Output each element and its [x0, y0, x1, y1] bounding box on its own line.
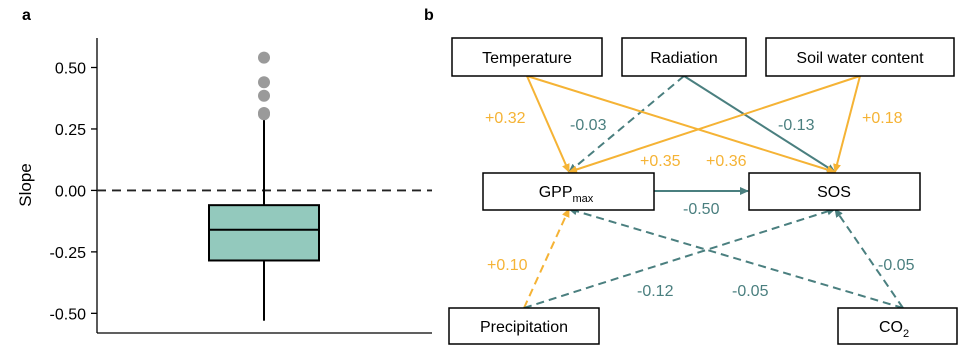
- edge-label-temperature-gpp: +0.32: [485, 110, 526, 127]
- edge-soil-water-to-sos: [833, 75, 861, 173]
- node-co2-label: CO2: [879, 319, 909, 340]
- node-precipitation: Precipitation: [448, 307, 600, 345]
- outlier-point: [258, 51, 270, 64]
- panel-b-label: b: [424, 7, 434, 24]
- node-precipitation-label: Precipitation: [480, 319, 568, 336]
- edge-co2-to-sos: [834, 208, 904, 309]
- edge-precipitation-to-sos: [523, 207, 836, 309]
- node-temperature-label: Temperature: [482, 50, 572, 67]
- edge-soil-water-to-gpp: [568, 75, 861, 174]
- edge-label-soil-water-gpp: +0.35: [640, 153, 681, 170]
- y-tick-label: 0.25: [55, 122, 86, 139]
- edge-label-precipitation-gpp: +0.10: [487, 257, 528, 274]
- outlier-point: [258, 76, 270, 89]
- gpp-subscript-text: max: [573, 193, 594, 205]
- node-soil-water-content: Soil water content: [765, 37, 955, 77]
- node-co2: CO2: [837, 307, 958, 345]
- node-gpp-max: GPPmax: [482, 172, 655, 211]
- y-axis-label: Slope: [16, 163, 35, 206]
- y-tick-label: 0.50: [55, 61, 86, 78]
- gpp-main-text: GPP: [539, 184, 573, 201]
- edge-label-co2-gpp: -0.05: [732, 283, 769, 300]
- edge-label-co2-sos: -0.05: [878, 257, 915, 274]
- edge-temperature-to-gpp: [526, 75, 570, 173]
- node-temperature: Temperature: [451, 37, 603, 77]
- panel-a-label: a: [22, 7, 31, 24]
- edge-co2-to-gpp: [568, 207, 904, 309]
- node-radiation-label: Radiation: [650, 50, 718, 67]
- edge-label-temperature-sos: +0.36: [706, 153, 747, 170]
- edge-radiation-to-gpp: [568, 75, 685, 173]
- node-sos-label: SOS: [817, 184, 851, 201]
- edge-temperature-to-sos: [526, 75, 836, 174]
- y-ticks: 0.50 0.25 0.00 -0.25 -0.50: [50, 61, 97, 323]
- panel-a-boxplot: a Slope 0.50 0.25 0.00 -0.25 -0.50: [16, 7, 432, 334]
- edge-labels: +0.32 -0.03 -0.13 +0.18 +0.35 +0.36 -0.5…: [485, 110, 915, 300]
- co2-main-text: CO: [879, 319, 903, 336]
- outlier-point: [258, 108, 270, 121]
- edges: [523, 75, 904, 309]
- node-sos: SOS: [748, 172, 921, 211]
- edge-radiation-to-sos: [683, 75, 836, 173]
- y-tick-label: 0.00: [55, 183, 86, 200]
- boxplot: [208, 51, 320, 321]
- outlier-point: [258, 89, 270, 102]
- interquartile-box: [208, 204, 320, 262]
- panel-b-path-diagram: b +0.32 -0.03 -0.13 +0.18 +0.35 +0.36 -0…: [424, 7, 958, 345]
- edge-label-soil-water-sos: +0.18: [862, 110, 903, 127]
- edge-label-radiation-sos: -0.13: [778, 117, 815, 134]
- edge-label-precipitation-sos: -0.12: [637, 283, 674, 300]
- edge-label-radiation-gpp: -0.03: [570, 117, 607, 134]
- co2-subscript-text: 2: [903, 328, 909, 340]
- edge-precipitation-to-gpp: [523, 208, 570, 309]
- y-tick-label: -0.25: [50, 245, 87, 262]
- node-gpp-label: GPPmax: [539, 184, 594, 205]
- node-soil-water-label: Soil water content: [796, 50, 924, 67]
- edge-label-gpp-sos: -0.50: [683, 201, 720, 218]
- y-tick-label: -0.50: [50, 306, 87, 323]
- node-radiation: Radiation: [621, 37, 747, 77]
